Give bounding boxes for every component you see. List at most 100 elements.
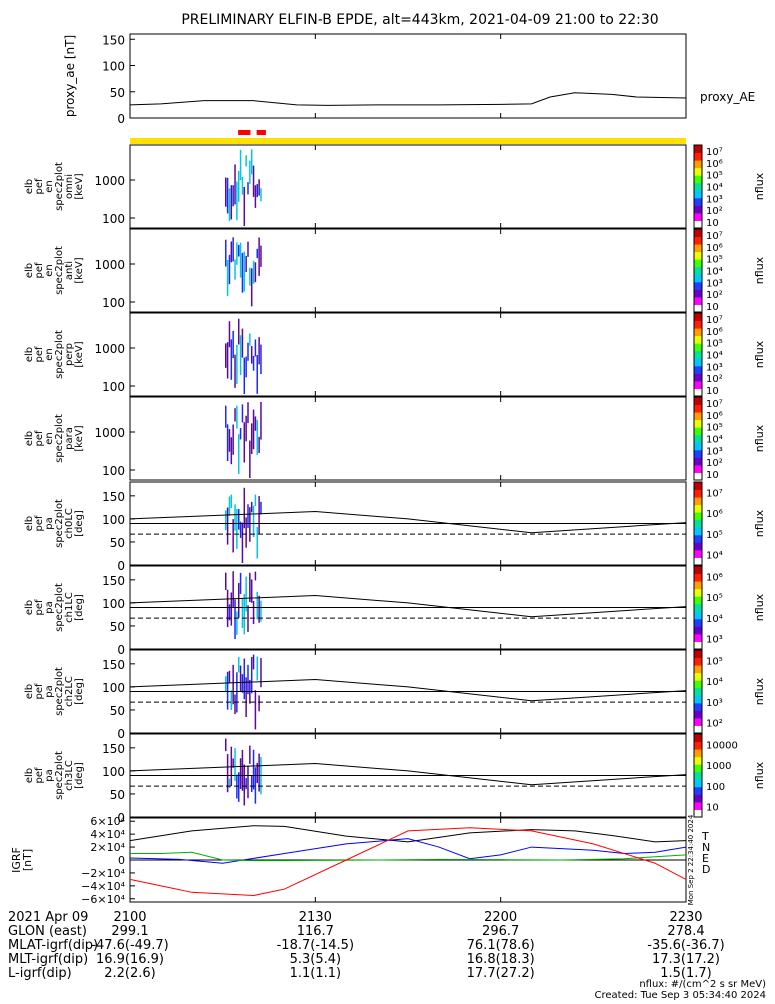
colorbar-segment <box>694 145 702 154</box>
colorbar-segment <box>694 801 702 810</box>
colorbar-segment <box>694 749 702 758</box>
ylabel-line: elb <box>24 684 35 699</box>
footer-row-value: -18.7(-14.5) <box>277 938 354 953</box>
colorbar-tick-label: 10⁴ <box>706 183 723 194</box>
colorbar-segment <box>694 764 702 773</box>
colorbar-segment <box>694 650 702 659</box>
ylabel-line: pa <box>44 685 55 697</box>
ylabel-en_omni: elb pef en spec2plot omni [keV] <box>24 162 85 211</box>
ylabel-line: [deg] <box>74 510 85 537</box>
colorbar-frame <box>693 312 703 397</box>
colorbar-segment <box>694 266 702 275</box>
footer-row-label: MLAT-igrf(dip) <box>8 938 98 953</box>
colorbar-segment <box>694 489 702 498</box>
x-tick-label: 2200 <box>484 910 517 925</box>
colorbar-segment <box>694 388 702 397</box>
ylabel-line: pef <box>34 767 45 784</box>
colorbar-tick-label: 10 <box>706 218 719 229</box>
colorbar-segment <box>694 404 702 413</box>
colorbar-tick-label: 10⁶ <box>706 159 723 170</box>
proxy-ae-frame <box>129 33 687 119</box>
colorbar-segment <box>694 611 702 620</box>
ylabel-line: anti <box>64 261 75 280</box>
colorbar-segment <box>694 220 702 229</box>
colorbar-segment <box>694 557 702 566</box>
created-stamp: Created: Tue Sep 3 05:34:40 2024 <box>595 990 767 1000</box>
y-tick-label: 150 <box>102 33 125 47</box>
colorbar-tick-label: 10² <box>706 458 723 469</box>
ylabel-line: omni <box>64 174 75 199</box>
footer-row-value: 17.3(17.2) <box>652 952 720 967</box>
colorbar-segment <box>694 497 702 506</box>
colorbar-segment <box>694 434 702 443</box>
colorbar-frame <box>693 396 703 481</box>
colorbar-segment <box>694 710 702 719</box>
colorbar-frame <box>693 565 703 650</box>
colorbar-unit: nflux <box>753 761 766 789</box>
colorbar-segment <box>694 160 702 169</box>
colorbar-segment <box>694 442 702 451</box>
y-tick-label: 50 <box>110 620 125 634</box>
colorbar-tick-label: 10 <box>706 470 719 481</box>
colorbar-segment <box>694 167 702 176</box>
igrf-ylabel: IGRF[nT] <box>10 847 34 873</box>
colorbar-segment <box>694 633 702 642</box>
ylabel-line: spec2plot <box>54 330 65 379</box>
ylabel-line: en <box>44 264 55 277</box>
y-tick-label: 100 <box>102 597 125 611</box>
footer-row-value: 76.1(78.6) <box>467 938 535 953</box>
colorbar-segment <box>694 734 702 743</box>
colorbar-segment <box>694 680 702 689</box>
ylabel-line: pef <box>34 430 45 447</box>
footer-row-value: -35.6(-36.7) <box>647 938 724 953</box>
colorbar-segment <box>694 335 702 344</box>
igrf-legend-T: T <box>701 830 709 843</box>
y-tick-label: 0 <box>117 112 125 126</box>
colorbar-tick-label: 10⁵ <box>706 593 723 604</box>
ylabel-line: spec2plot <box>54 414 65 463</box>
ylabel-line: elb <box>24 179 35 194</box>
x-tick-label: 2130 <box>299 910 332 925</box>
colorbar-segment <box>694 695 702 704</box>
y-tick-label: 100 <box>102 464 125 478</box>
colorbar-tick-label: 10⁶ <box>706 509 723 520</box>
y-tick-label: 6×10⁴ <box>90 815 125 828</box>
colorbar-tick-label: 10³ <box>706 698 723 709</box>
ylabel-line: spec2plot <box>54 667 65 716</box>
ylabel-line: [deg] <box>74 762 85 789</box>
colorbar-segment <box>694 152 702 161</box>
colorbar-segment <box>694 397 702 406</box>
ylabel-line: spec2plot <box>54 499 65 548</box>
igrf-line-T <box>129 825 687 843</box>
ylabel-line: elb <box>24 516 35 531</box>
footer-row-value: 278.4 <box>667 924 704 939</box>
footer-row-label: MLT-igrf(dip) <box>8 952 88 967</box>
footer-row-value: 1.1(1.1) <box>290 966 342 981</box>
ylabel-line: en <box>44 348 55 361</box>
ylabel-line: en <box>44 180 55 193</box>
colorbar-tick-label: 10⁴ <box>706 551 723 562</box>
footer-row-value: 5.3(5.4) <box>290 952 342 967</box>
ylabel-line: ch3LC <box>64 760 75 791</box>
colorbar-segment <box>694 380 702 389</box>
colorbar-unit: nflux <box>753 593 766 621</box>
panel-frame-en_anti <box>129 228 687 313</box>
footer-row-value: 16.9(16.9) <box>96 952 164 967</box>
colorbar-segment <box>694 717 702 726</box>
colorbar-frame <box>693 228 703 313</box>
y-tick-label: 100 <box>102 60 125 74</box>
ylabel-line: pef <box>34 599 45 616</box>
colorbar-tick-label: 10³ <box>706 278 723 289</box>
colorbar-segment <box>694 771 702 780</box>
ylabel-line: perp <box>64 343 75 366</box>
ylabel-line: elb <box>24 768 35 783</box>
y-tick-label: 1000 <box>94 342 125 356</box>
colorbar-tick-label: 10⁵ <box>706 656 723 667</box>
colorbar-segment <box>694 573 702 582</box>
colorbar-segment <box>694 328 702 337</box>
footer-row-value: 1.5(1.7) <box>660 966 712 981</box>
panel-frame-en_para <box>129 396 687 481</box>
colorbar-segment <box>694 296 702 305</box>
y-tick-label: 100 <box>102 296 125 310</box>
